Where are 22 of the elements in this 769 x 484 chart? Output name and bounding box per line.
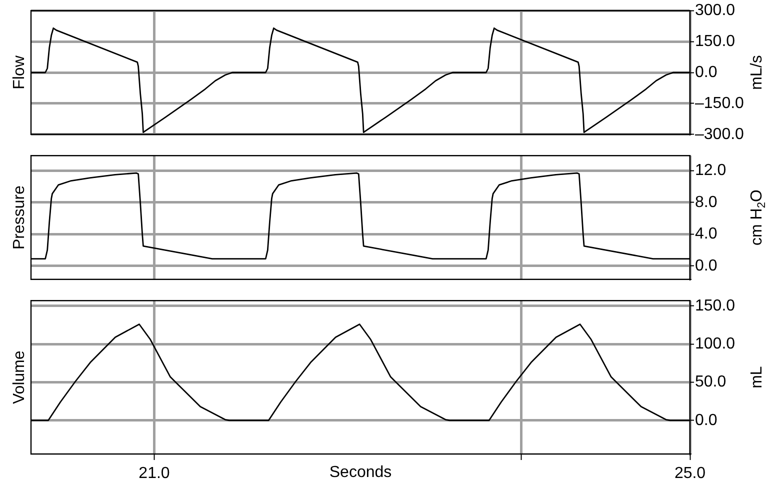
- y-tick-label: 300.0: [695, 2, 736, 20]
- x-tick-label: 21.0: [138, 465, 170, 482]
- y-tick-label: 150.0: [695, 32, 736, 50]
- x-tick-label: 25.0: [674, 465, 706, 482]
- y-axis-title: Volume: [11, 350, 28, 404]
- y2-axis-title: cm H2O: [748, 189, 768, 246]
- y2-axis-title: mL: [748, 366, 766, 388]
- y-tick-label: –300.0: [695, 126, 744, 143]
- y-axis-title: Pressure: [11, 185, 28, 250]
- y-tick-label: 150.0: [695, 297, 736, 314]
- y-tick-label: –150.0: [695, 94, 744, 112]
- y-tick-label: 4.0: [695, 226, 718, 243]
- x-axis-title: Seconds: [329, 464, 392, 481]
- y-tick-label: 8.0: [695, 194, 718, 211]
- y-tick-label: 0.0: [695, 64, 718, 81]
- y-tick-label: 100.0: [695, 336, 736, 353]
- y-tick-label: 0.0: [695, 412, 718, 429]
- y-tick-label: 0.0: [695, 257, 718, 274]
- y-tick-label: 50.0: [695, 374, 726, 391]
- y2-axis-title: mL/s: [748, 55, 766, 90]
- y-tick-label: 12.0: [695, 162, 726, 180]
- y-axis-title: Flow: [11, 55, 28, 90]
